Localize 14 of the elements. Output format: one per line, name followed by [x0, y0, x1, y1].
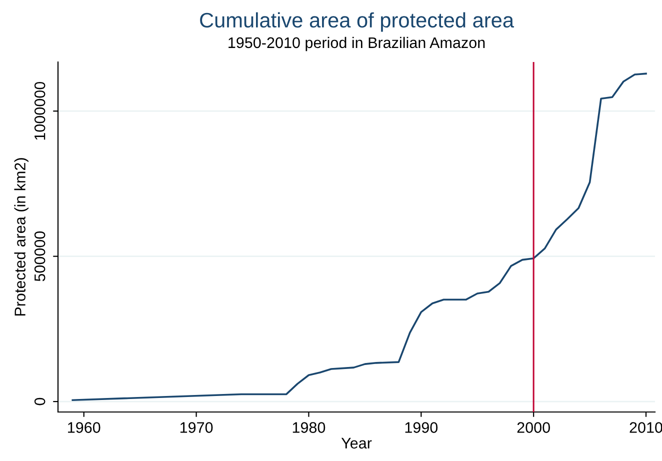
line-series	[72, 72, 647, 401]
x-tick-label: 2010	[630, 422, 662, 433]
chart-subtitle: 1950-2010 period in Brazilian Amazon	[228, 36, 485, 52]
chart-title: Cumulative area of protected area	[200, 12, 514, 32]
y-tick-label: 1000000	[34, 82, 46, 140]
x-axis-title: Year	[341, 438, 372, 449]
x-tick-label: 1970	[180, 422, 213, 433]
x-tick-label: 1980	[292, 422, 326, 433]
y-axis-title: Protected area (in km2)	[14, 158, 28, 316]
y-tick-label: 0	[34, 398, 46, 406]
x-tick-label: 1960	[68, 422, 100, 433]
x-tick-label: 2000	[517, 422, 550, 433]
y-tick-label: 500000	[34, 231, 46, 282]
x-tick-label: 1990	[405, 422, 438, 433]
